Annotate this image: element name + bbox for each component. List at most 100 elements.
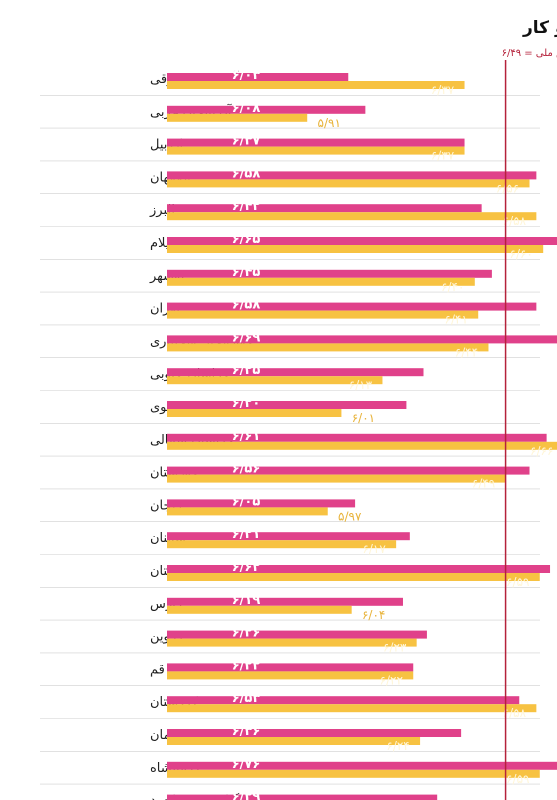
bar-pink [167,663,414,672]
bar-yellow [167,638,417,647]
bar-pink [167,105,366,114]
bar-pink [167,565,551,573]
bar-yellow [167,573,540,581]
province-row: قم ۶/۲۲ ۶/۲۲ [40,658,540,687]
province-row: کرمان ۶/۳۶۶/۲۴ [40,724,540,753]
value-label-pink: ۶/۲۰ [232,396,261,411]
value-label-yellow: ۶/۵۸ [503,214,527,228]
bar-yellow [167,212,537,221]
bar-pink [167,237,557,245]
value-label-pink: ۶/۷۶ [232,757,261,772]
bar-yellow [167,671,414,680]
bar-pink [167,466,530,475]
value-label-pink: ۶/۲۲ [232,658,261,673]
chart-rows: آذربایجان شرقی۶/۰۳۶/۳۷آذربایجان غربی۶/۰۸… [40,68,557,800]
bar-yellow [167,81,465,89]
province-row: زنجان ۶/۰۵۵/۹۷ [40,494,540,523]
value-label-yellow: ۶/۶۶ [530,444,553,458]
province-row: کهگیلویه وبویراحمد۶/۲۹۶/۲۲ [150,790,438,800]
value-label-yellow: ۶/۵۹ [506,772,529,786]
value-label-yellow: ۶/۱۳ [349,378,373,392]
province-row: خراسان شمالی۶/۶۱۶/۶۶ [40,429,557,458]
value-label-pink: ۶/۰۵ [232,494,261,509]
value-label-pink: ۶/۵۳ [232,691,261,706]
value-label-pink: ۶/۶۹ [232,330,261,345]
bar-yellow [167,376,383,385]
province-row: کردستان۶/۵۳۶/۵۸ [40,691,540,720]
province-row: چهارمحال وبختیاری۶/۶۹۶/۴۴ [40,330,557,359]
value-label-pink: ۶/۱۹ [232,593,261,608]
value-label-pink: ۶/۰۸ [232,101,261,116]
bar-yellow [167,310,479,319]
value-label-yellow: ۶/۲۳ [383,641,407,655]
bar-pink [167,335,557,344]
bar-pink [167,761,557,770]
bar-pink [167,138,465,147]
value-label-yellow: ۶/۰۴ [362,608,385,622]
bar-pink [167,302,537,311]
value-label-pink: ۶/۴۵ [232,265,261,280]
province-row: سمنان۶/۲۱۶/۱۷ [40,527,540,556]
bar-yellow [167,704,537,713]
province-row: بوشهر۶/۴۵۶/۴۰ [40,265,540,294]
province-row: فارس ۶/۱۹۶/۰۴ [40,593,540,622]
bar-yellow [167,605,352,614]
value-label-yellow: ۶/۲۴ [386,739,409,753]
bar-pink [167,532,410,541]
bar-yellow [167,737,421,745]
value-label-yellow: ۶/۴۹ [472,477,495,491]
province-row: اصفهان۶/۵۸۶/۵۶ [40,166,540,195]
bar-yellow [167,146,465,155]
bar-yellow [167,343,489,352]
value-label-yellow: ۶/۵۸ [503,706,527,720]
bar-yellow [167,507,328,516]
category-label: قم [150,662,165,677]
value-label-yellow: ۶/۱۷ [362,542,386,556]
value-label-yellow: ۶/۴۰ [441,280,464,294]
bar-pink [167,368,424,377]
value-label-pink: ۶/۳۷ [232,134,261,149]
value-label-pink: ۶/۲۹ [232,790,261,800]
value-label-pink: ۶/۶۱ [232,429,261,444]
value-label-yellow: ۵/۹۷ [338,509,362,523]
bar-pink [167,696,520,705]
province-row: آذربایجان شرقی۶/۰۳۶/۳۷ [40,68,540,97]
province-row: سیستان و بلوچستان۶/۶۲۶/۵۹ [40,560,551,589]
bar-pink [167,597,403,606]
value-label-pink: ۶/۴۲ [232,199,261,214]
value-label-yellow: ۶/۵۹ [506,575,529,589]
national-index-label: شاخص ملی = ۶/۴۹ [502,48,557,59]
bar-pink [167,433,547,442]
value-label-pink: ۶/۲۶ [232,626,261,641]
value-label-yellow: ۶/۴۱ [445,313,468,327]
value-label-pink: ۶/۶۲ [232,560,261,575]
bar-pink [167,499,356,508]
value-label-yellow: ۶/۰۱ [352,411,375,425]
bar-pink [167,729,462,737]
value-label-pink: ۶/۶۵ [232,232,261,247]
bar-yellow [167,277,475,286]
bar-pink [167,204,482,213]
bar-yellow [167,113,308,122]
bar-yellow [167,474,506,483]
province-row: کرمانشاه۶/۷۶۶/۵۹ [40,757,557,786]
value-label-yellow: ۶/۳۷ [431,149,455,163]
value-label-yellow: ۶/۴۴ [455,345,478,359]
province-row: ایلام ۶/۶۵۶/۶۰ [40,232,557,261]
value-label-yellow: ۶/۶۰ [510,247,533,261]
value-label-yellow: ۵/۹۱ [318,116,341,130]
value-label-yellow: ۶/۲۲ [380,673,403,687]
bar-yellow [167,441,557,450]
bar-pink [167,269,492,278]
value-label-pink: ۶/۰۳ [232,68,261,83]
province-row: تهران ۶/۵۸۶/۴۱ [40,298,540,327]
province-row: خوزستان۶/۵۶۶/۴۹ [40,462,540,491]
chart-title: نمودار ۴- شاخص استانی محیط کسب و کار [522,18,557,38]
bar-yellow [167,769,540,778]
bar-pink [167,171,537,180]
value-label-pink: ۶/۵۶ [232,462,261,477]
bar-pink [167,794,438,800]
value-label-pink: ۶/۳۶ [232,724,261,739]
